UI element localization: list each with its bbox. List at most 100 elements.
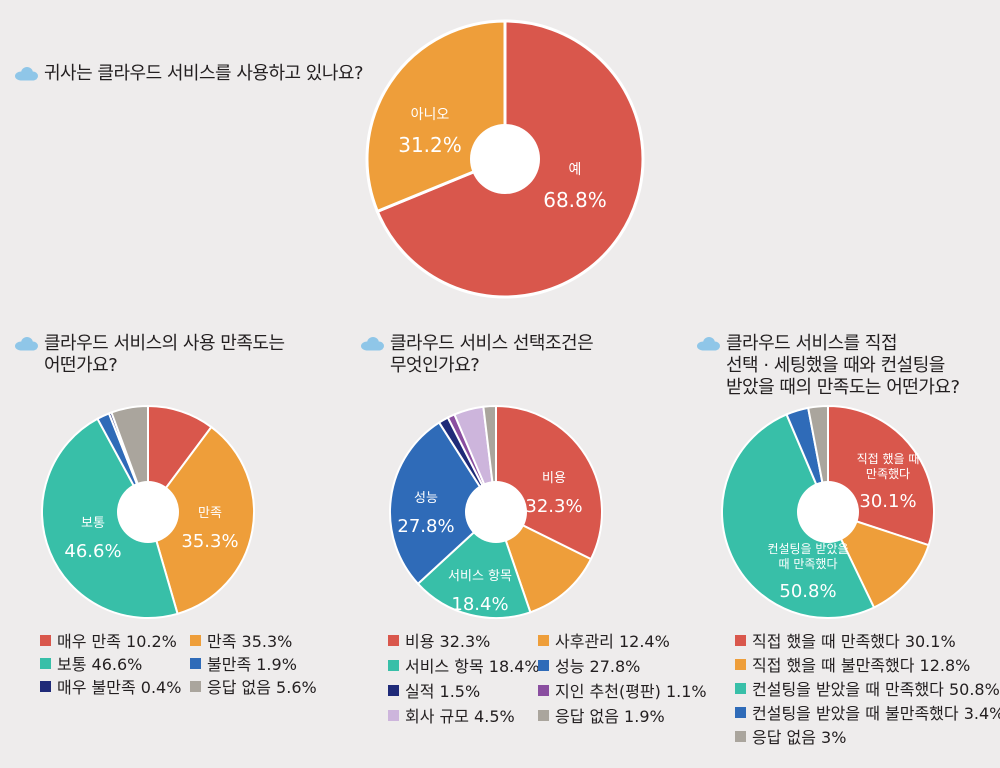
legend-item-서비스-항목: 서비스 항목 18.4% (388, 653, 540, 677)
slice-label-text: 만족했다 (866, 467, 910, 481)
donut-hole (797, 481, 859, 543)
legend-swatch (388, 659, 399, 671)
legend-item-컨설팅을-받았을-때-불만족했다: 컨설팅을 받았을 때 불만족했다 3.4% (735, 700, 1000, 724)
slice-label-서비스-항목: 서비스 항목 18.4% (448, 569, 512, 615)
slice-label-text: 때 만족했다 (778, 557, 837, 571)
question-1-text: 귀사는 클라우드 서비스를 사용하고 있나요? (44, 63, 364, 84)
legend-item-성능: 성능 27.8% (538, 653, 640, 677)
pie-slice-보통 (41, 417, 179, 619)
question-3-line-1: 클라우드 서비스 선택조건은 (390, 333, 594, 354)
legend-swatch (40, 634, 51, 646)
donut-hole (465, 481, 527, 543)
pie-slice-만족 (146, 425, 255, 616)
legend-swatch (735, 706, 746, 718)
slice-label-보통: 보통 46.6% (64, 516, 121, 562)
legend-item-컨설팅을-받았을-때-만족했다: 컨설팅을 받았을 때 만족했다 50.8% (735, 676, 1000, 700)
legend-label: 서비스 항목 18.4% (405, 657, 540, 676)
legend-swatch (40, 657, 51, 669)
legend-label: 불만족 1.9% (207, 655, 297, 674)
slice-label-text: 비용 (542, 471, 566, 486)
legend-swatch (735, 730, 746, 742)
slice-label-text: 서비스 항목 (448, 569, 512, 584)
legend-swatch (190, 657, 201, 669)
legend-label: 보통 46.6% (57, 655, 143, 674)
legend-swatch (538, 709, 549, 721)
slice-label-text: 컨설팅을 받았을 (767, 542, 848, 556)
legend-swatch (388, 709, 399, 721)
question-2-title: 클라우드 서비스의 사용 만족도는 어떤가요? (15, 333, 285, 377)
slice-label-value: 31.2% (398, 133, 462, 157)
slice-label-예: 예 68.8% (543, 162, 607, 212)
slice-label-value: 35.3% (181, 531, 238, 552)
slice-label-value: 30.1% (859, 491, 916, 512)
legend-label: 지인 추천(평판) 1.1% (555, 682, 707, 701)
legend-label: 성능 27.8% (555, 657, 641, 676)
legend-item-실적: 실적 1.5% (388, 678, 480, 702)
legend-swatch (538, 634, 549, 646)
legend-swatch (388, 684, 399, 696)
slice-label-비용: 비용 32.3% (525, 471, 582, 517)
slice-label-value: 46.6% (64, 541, 121, 562)
donut-hole (117, 481, 179, 543)
slice-label-text: 예 (569, 162, 582, 178)
legend-swatch (735, 658, 746, 670)
pie-slice-직접-했을-때-불만족했다 (826, 510, 930, 609)
question-4-line-2: 선택 · 세팅했을 때와 컨설팅을 (726, 355, 945, 376)
legend-item-매우-만족: 매우 만족 10.2% (40, 628, 177, 652)
legend-swatch (735, 682, 746, 694)
question-3-line-2: 무엇인가요? (390, 355, 480, 376)
question-4-title: 클라우드 서비스를 직접 선택 · 세팅했을 때와 컨설팅을 받았을 때의 만족… (697, 333, 960, 399)
slice-label-text: 만족 (198, 506, 222, 521)
legend-item-응답-없음: 응답 없음 3% (735, 724, 846, 748)
legend-label: 회사 규모 4.5% (405, 707, 515, 726)
legend-item-회사-규모: 회사 규모 4.5% (388, 703, 515, 727)
legend-label: 응답 없음 1.9% (555, 707, 665, 726)
legend-item-응답-없음: 응답 없음 1.9% (538, 703, 665, 727)
slice-label-성능: 성능 27.8% (397, 491, 454, 537)
slice-label-value: 50.8% (779, 581, 836, 602)
legend-item-만족: 만족 35.3% (190, 628, 292, 652)
legend-item-불만족: 불만족 1.9% (190, 651, 297, 675)
legend-item-직접-했을-때-만족했다: 직접 했을 때 만족했다 30.1% (735, 628, 956, 652)
legend-swatch (190, 680, 201, 692)
question-2-line-2: 어떤가요? (44, 355, 118, 376)
legend-label: 사후관리 12.4% (555, 632, 670, 651)
legend-item-응답-없음: 응답 없음 5.6% (190, 674, 317, 698)
pie-slice-성능 (389, 421, 498, 586)
question-3-title: 클라우드 서비스 선택조건은 무엇인가요? (361, 333, 594, 377)
slice-label-value: 27.8% (397, 516, 454, 537)
legend-swatch (388, 634, 399, 646)
slice-label-만족: 만족 35.3% (181, 506, 238, 552)
question-4-line-1: 클라우드 서비스를 직접 (726, 333, 898, 354)
slice-label-value: 18.4% (451, 594, 508, 615)
legend-label: 컨설팅을 받았을 때 만족했다 50.8% (752, 680, 1000, 699)
question-2-line-1: 클라우드 서비스의 사용 만족도는 (44, 333, 285, 354)
slice-label-text: 아니오 (411, 107, 450, 123)
legend-label: 매우 불만족 0.4% (57, 678, 182, 697)
legend-item-보통: 보통 46.6% (40, 651, 142, 675)
legend-swatch (735, 634, 746, 646)
legend-label: 응답 없음 3% (752, 728, 847, 747)
legend-label: 직접 했을 때 불만족했다 12.8% (752, 656, 971, 675)
donut-hole (470, 124, 540, 194)
pie-slice-사후관리 (494, 510, 593, 614)
legend-swatch (538, 659, 549, 671)
legend-label: 컨설팅을 받았을 때 불만족했다 3.4% (752, 704, 1000, 723)
legend-label: 응답 없음 5.6% (207, 678, 317, 697)
legend-item-직접-했을-때-불만족했다: 직접 했을 때 불만족했다 12.8% (735, 652, 970, 676)
slice-label-value: 32.3% (525, 496, 582, 517)
legend-label: 실적 1.5% (405, 682, 481, 701)
slice-label-text: 직접 했을 때 (857, 452, 920, 466)
legend-item-비용: 비용 32.3% (388, 628, 490, 652)
legend-label: 매우 만족 10.2% (57, 632, 177, 651)
legend-swatch (40, 680, 51, 692)
question-4-line-3: 받았을 때의 만족도는 어떤가요? (726, 377, 960, 398)
legend-label: 비용 32.3% (405, 632, 491, 651)
slice-label-text: 보통 (81, 516, 105, 531)
legend-swatch (538, 684, 549, 696)
slice-label-value: 68.8% (543, 188, 607, 212)
